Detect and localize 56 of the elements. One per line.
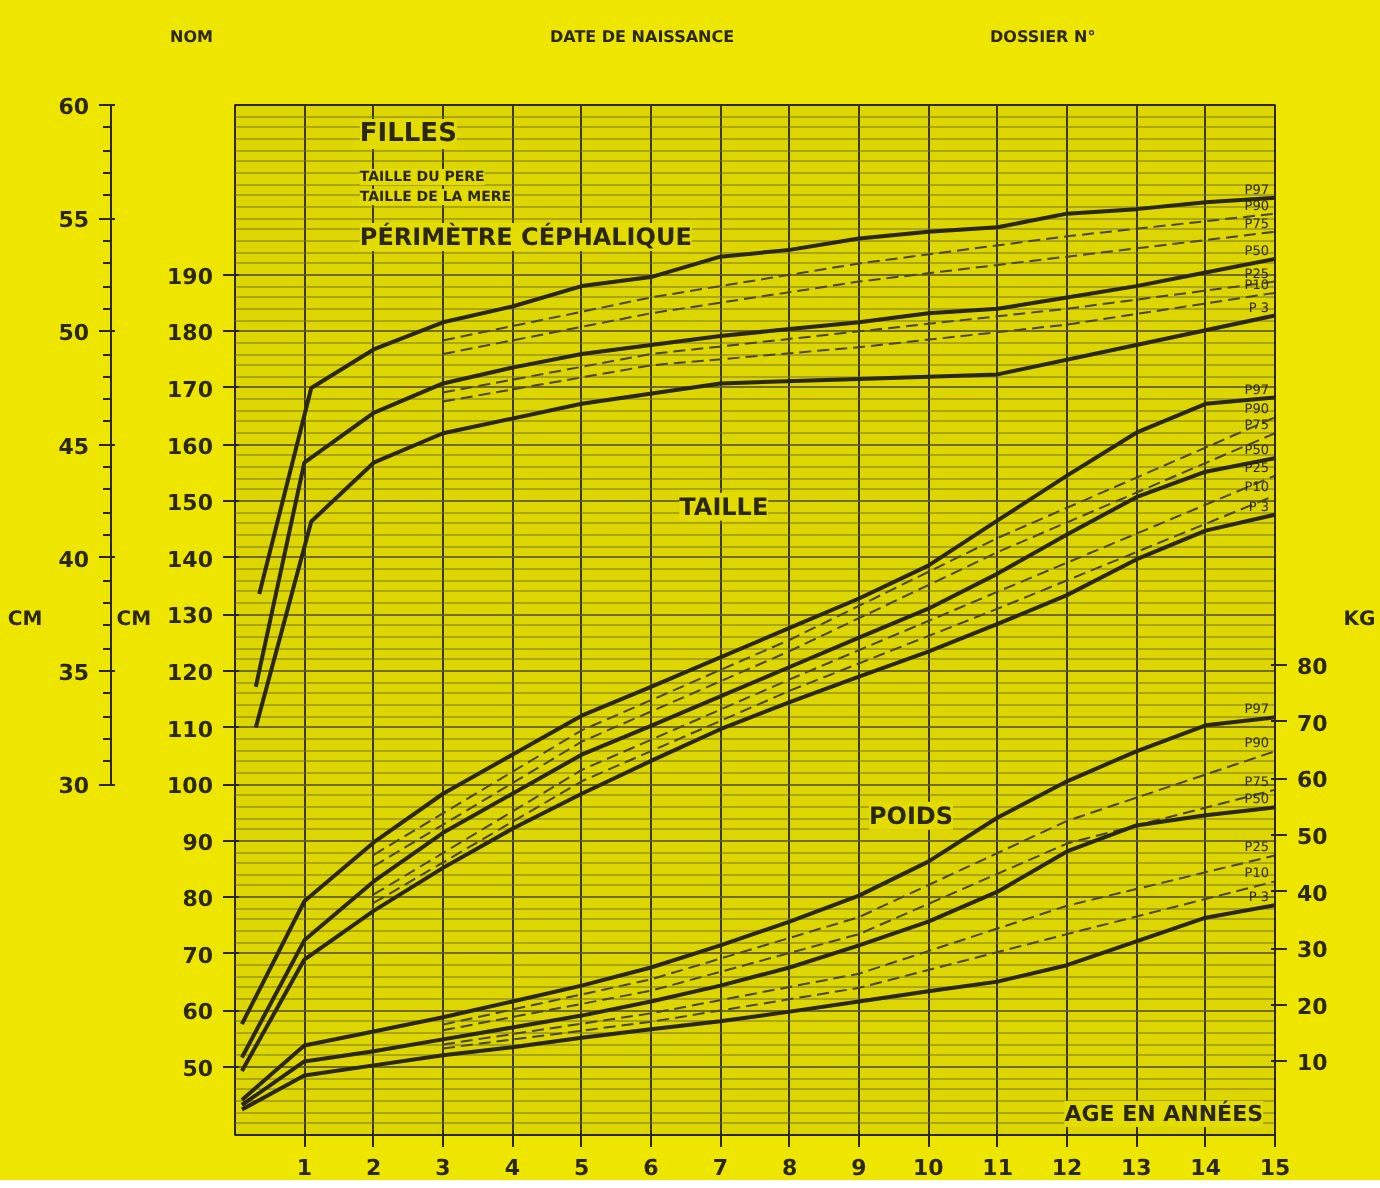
annotation: PÉRIMÈTRE CÉPHALIQUE (359, 221, 692, 251)
y-tick-label: 110 (167, 716, 214, 743)
y2-tick-label: 40 (58, 546, 90, 573)
y3-tick-label: 70 (1297, 710, 1329, 737)
text: DOSSIER N° (990, 26, 1096, 49)
x-tick-label: 10 (913, 1155, 945, 1181)
x-tick-label: 2 (366, 1155, 382, 1181)
y2-axis-title: CM (7, 609, 43, 631)
y2-tick-label: 30 (58, 773, 90, 800)
y3-tick-label: 30 (1297, 937, 1329, 964)
y2-tick-label: 50 (58, 320, 90, 347)
y-tick-label: 100 (167, 773, 214, 800)
x-tick-label: 12 (1051, 1155, 1083, 1181)
x-tick-label: 3 (435, 1155, 451, 1181)
y3-tick-label: 80 (1297, 654, 1329, 681)
y2-tick-label: 35 (58, 659, 90, 686)
x-tick-label: 11 (982, 1155, 1013, 1181)
x-tick-label: 13 (1121, 1155, 1152, 1181)
x-tick-label: 8 (782, 1155, 798, 1181)
y-tick-label: 150 (167, 490, 214, 517)
x-tick-label: 14 (1190, 1155, 1222, 1181)
y-tick-label: 160 (167, 433, 214, 460)
y-tick-label: 60 (182, 999, 214, 1026)
y3-tick-label: 20 (1297, 993, 1329, 1020)
y-tick-label: 140 (167, 546, 214, 573)
x-tick-label: 6 (643, 1155, 660, 1181)
y-tick-label: 90 (182, 829, 214, 856)
y3-tick-label: 50 (1297, 824, 1329, 851)
y-tick-label: 120 (167, 659, 214, 686)
x-tick-label: 4 (504, 1155, 521, 1181)
y2-tick-label: 60 (58, 94, 90, 120)
text: FILLES (359, 119, 457, 149)
y-tick-label: 50 (182, 1056, 214, 1083)
y3-tick-label: 10 (1297, 1050, 1329, 1077)
y-tick-label: 170 (167, 376, 214, 403)
y-tick-label: 80 (182, 886, 214, 913)
x-tick-label: 5 (574, 1155, 590, 1181)
y-axis-title: CM (116, 609, 152, 631)
y3-tick-label: 40 (1297, 880, 1329, 907)
x-tick-label: 1 (296, 1155, 312, 1181)
text: NOM (170, 26, 213, 49)
y2-tick-label: 45 (58, 433, 90, 460)
y-tick-label: 70 (182, 942, 214, 969)
x-axis-title: AGE EN ANNÉES (1064, 1099, 1264, 1127)
annotation: POIDS (868, 801, 954, 830)
y-tick-label: 130 (167, 603, 214, 630)
x-tick-label: 15 (1259, 1155, 1291, 1181)
x-tick-label: 7 (712, 1155, 728, 1181)
y3-axis-title: KG (1343, 609, 1376, 631)
y-tick-label: 180 (167, 320, 214, 347)
y-tick-label: 190 (167, 263, 214, 290)
x-tick-label: 9 (851, 1155, 867, 1181)
text: DATE DE NAISSANCE (550, 26, 735, 49)
y3-tick-label: 60 (1297, 767, 1329, 794)
annotation: TAILLE (679, 492, 769, 521)
y2-tick-label: 55 (58, 207, 90, 234)
